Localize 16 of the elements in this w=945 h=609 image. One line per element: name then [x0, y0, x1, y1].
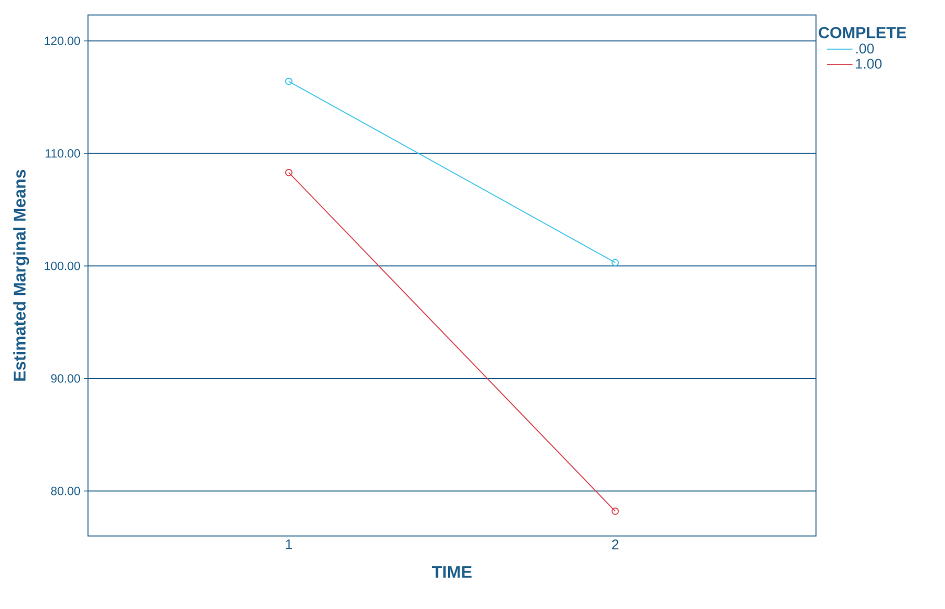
point — [285, 78, 292, 86]
point — [285, 168, 292, 176]
y-axis-title: Estimated Marginal Means — [13, 170, 30, 381]
point — [612, 508, 619, 515]
point — [612, 258, 619, 266]
x-tick-label: 1 — [286, 540, 292, 550]
legend-label: 1.00 — [856, 58, 882, 69]
y-tick-label: 110.00 — [46, 149, 80, 158]
x-tick-label: 2 — [612, 540, 618, 550]
y-tick-label: 90.00 — [51, 374, 80, 383]
legend-label: .00 — [856, 44, 874, 54]
legend-title: COMPLETE — [818, 27, 906, 38]
y-tick-label: 100.00 — [44, 262, 80, 270]
y-tick-label: 80.00 — [51, 486, 80, 496]
x-axis-title: TIME — [432, 566, 472, 578]
y-tick-label: 120.00 — [44, 36, 80, 46]
